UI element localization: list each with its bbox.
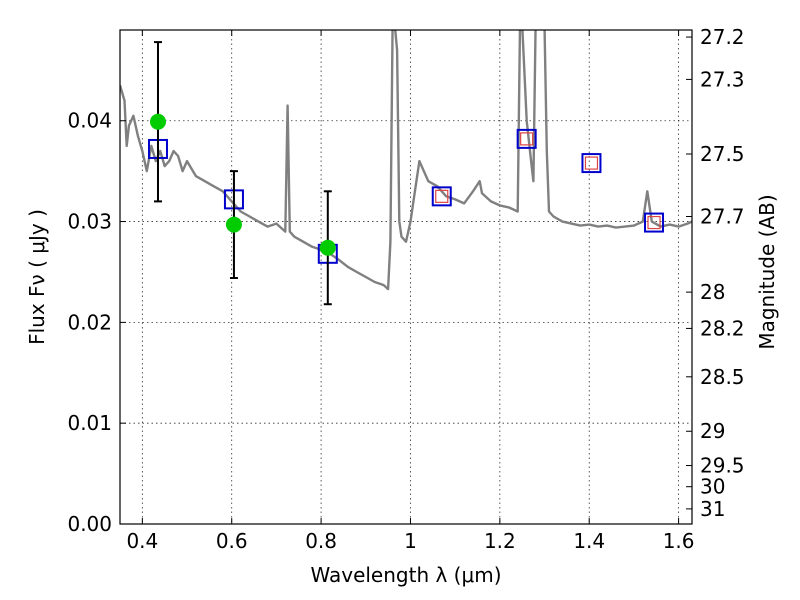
model-photometry-inner-box xyxy=(647,215,661,230)
y-tick-label: 0.03 xyxy=(67,210,112,234)
y-tick-label: 0.02 xyxy=(67,310,112,334)
y2-axis-label: Magnitude (AB) xyxy=(755,194,779,349)
x-tick-label: 0.4 xyxy=(126,529,158,553)
observed-flux-point xyxy=(225,216,242,233)
model-photometry-inner-box xyxy=(584,156,599,170)
y2-tick-label: 27.2 xyxy=(700,25,745,49)
model-photometry-box xyxy=(644,212,665,233)
x-tick-label: 0.8 xyxy=(305,529,337,553)
y-tick-label: 0.00 xyxy=(67,512,112,536)
model-photometry-box xyxy=(516,128,537,149)
plot-frame xyxy=(119,29,693,525)
model-photometry-box xyxy=(431,186,452,207)
y2-tick-label: 28 xyxy=(700,280,725,304)
sed-model-line xyxy=(120,30,692,291)
y-tick-label: 0.01 xyxy=(67,411,112,435)
axis-layer: 0.4 0.6 0.8 1 1.2 1.4 1.6 0.00 0.01 0.02 0.03 0.04 2… xyxy=(67,25,744,553)
plot-layer xyxy=(120,30,692,306)
x-tick-label: 1.2 xyxy=(484,529,516,553)
y2-tick-label: 31 xyxy=(700,497,725,521)
y2-tick-label: 27.3 xyxy=(700,67,745,91)
y2-tick-label: 29 xyxy=(700,419,725,443)
y2-tick-label: 27.7 xyxy=(700,205,745,229)
y2-tick-label: 29.5 xyxy=(700,454,745,478)
x-tick-label: 1.4 xyxy=(573,529,605,553)
x-tick-label: 0.6 xyxy=(216,529,248,553)
y-tick-label: 0.04 xyxy=(67,109,112,133)
y2-tick-label: 28.5 xyxy=(700,365,745,389)
model-photometry-inner-box xyxy=(435,189,449,203)
x-tick-label: 1 xyxy=(404,529,417,553)
y2-tick-label: 30 xyxy=(700,475,725,499)
y-axis-label: Flux Fν ( μJy ) xyxy=(25,209,49,345)
y2-tick-label: 27.5 xyxy=(700,142,745,166)
grid-layer xyxy=(120,30,692,525)
model-photometry-inner-box xyxy=(520,132,534,146)
y2-tick-label: 28.2 xyxy=(700,316,745,340)
x-tick-label: 1.6 xyxy=(663,529,695,553)
model-photometry-box xyxy=(581,153,602,174)
x-axis-label: Wavelength λ (μm) xyxy=(310,563,501,587)
observed-flux-point xyxy=(319,239,336,256)
observed-flux-point xyxy=(149,113,166,130)
